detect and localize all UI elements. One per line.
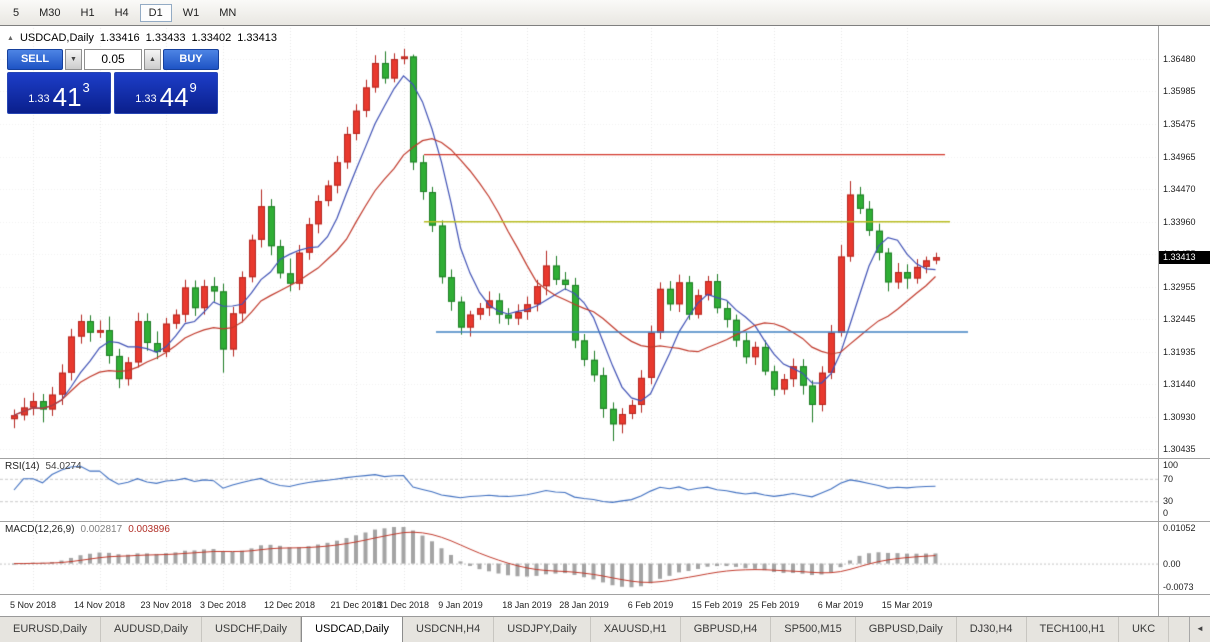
- chart-tab-usdjpy[interactable]: USDJPY,Daily: [494, 617, 591, 642]
- ohlc-open: 1.33416: [99, 32, 140, 44]
- rsi-panel-separator[interactable]: [0, 458, 1210, 459]
- date-axis-label: 25 Feb 2019: [748, 600, 800, 610]
- chart-tab-audusd[interactable]: AUDUSD,Daily: [101, 617, 202, 642]
- chart-tab-usdcnh[interactable]: USDCNH,H4: [403, 617, 495, 642]
- ask-price-big: 44: [159, 81, 189, 112]
- price-scale-label: 1.33960: [1163, 216, 1196, 227]
- ohlc-high: 1.33433: [145, 32, 186, 44]
- timeframe-toolbar: 5 M30 H1 H4 D1 W1 MN: [0, 0, 1210, 26]
- current-price-badge: 1.33413: [1159, 251, 1210, 264]
- chart-tabs-bar: ◄ EURUSD,Daily AUDUSD,Daily USDCHF,Daily US…: [0, 616, 1210, 642]
- date-axis-label: 23 Nov 2018: [140, 600, 192, 610]
- chart-window: ▲ USDCAD,Daily 1.33416 1.33433 1.33402 1…: [0, 26, 1210, 616]
- one-click-trading-panel: SELL ▼ 0.05 ▲ BUY 1.33 41 3 1.33 44 9: [7, 49, 221, 114]
- rsi-scale-label: 0: [1163, 508, 1169, 518]
- macd-scale-label: 0.00: [1163, 558, 1181, 569]
- date-axis-separator: [0, 594, 1210, 595]
- bid-price-pip: 3: [82, 80, 90, 95]
- date-axis-label: 15 Feb 2019: [691, 600, 743, 610]
- volume-up-button[interactable]: ▲: [144, 49, 161, 70]
- date-axis-label: 9 Jan 2019: [438, 600, 483, 610]
- chart-header: ▲ USDCAD,Daily 1.33416 1.33433 1.33402 1…: [7, 32, 277, 44]
- timeframe-button-mn[interactable]: MN: [219, 6, 237, 19]
- date-axis-label: 5 Nov 2018: [9, 600, 57, 610]
- macd-value-main: 0.002817: [80, 524, 123, 535]
- price-scale[interactable]: 1.33413 1.36480 1.35985 1.35475 1.34965 1.34…: [1158, 26, 1210, 616]
- rsi-header: RSI(14) 54.0274: [5, 461, 82, 472]
- macd-scale-label: -0.0073: [1163, 582, 1194, 592]
- macd-scale-label: 0.01052: [1163, 523, 1196, 533]
- bid-quote-panel[interactable]: 1.33 41 3: [7, 72, 111, 114]
- date-axis-label: 21 Dec 2018: [330, 600, 382, 610]
- date-axis-label: 28 Jan 2019: [559, 600, 609, 610]
- chart-symbol-title: USDCAD,Daily: [19, 32, 94, 44]
- sell-button[interactable]: SELL: [7, 49, 63, 70]
- chart-tab-eurusd[interactable]: EURUSD,Daily: [0, 617, 101, 642]
- chart-canvas[interactable]: [0, 26, 1158, 594]
- rsi-value: 54.0274: [45, 461, 82, 472]
- ask-quote-panel[interactable]: 1.33 44 9: [114, 72, 218, 114]
- price-scale-label: 1.35985: [1163, 86, 1196, 97]
- price-scale-label: 1.30435: [1163, 444, 1196, 455]
- date-axis-label: 15 Mar 2019: [881, 600, 933, 610]
- macd-label: MACD(12,26,9): [5, 524, 75, 535]
- rsi-scale-label: 70: [1163, 473, 1174, 484]
- trade-controls-row: SELL ▼ 0.05 ▲ BUY: [7, 49, 221, 70]
- timeframe-button-m30[interactable]: M30: [39, 6, 61, 19]
- chart-tab-gbpusd[interactable]: GBPUSD,Daily: [856, 617, 957, 642]
- timeframe-button-w1[interactable]: W1: [182, 6, 200, 19]
- chart-tab-dj30[interactable]: DJ30,H4: [957, 617, 1027, 642]
- chart-tab-xauusd[interactable]: XAUUSD,H1: [591, 617, 681, 642]
- chart-tab-tech100[interactable]: TECH100,H1: [1027, 617, 1119, 642]
- price-scale-label: 1.32955: [1163, 281, 1196, 292]
- chart-tab-usdchf[interactable]: USDCHF,Daily: [202, 617, 302, 642]
- rsi-scale-label: 30: [1163, 496, 1174, 507]
- timeframe-button-h1[interactable]: H1: [80, 6, 95, 19]
- price-scale-label: 1.32445: [1163, 314, 1196, 325]
- rsi-label: RSI(14): [5, 461, 40, 472]
- date-axis-label: 12 Dec 2018: [263, 600, 316, 610]
- timeframe-button-h4[interactable]: H4: [114, 6, 129, 19]
- price-scale-label: 1.30930: [1163, 412, 1196, 423]
- bid-price-big: 41: [52, 81, 82, 112]
- price-scale-label: 1.36480: [1163, 54, 1196, 65]
- quote-row: 1.33 41 3 1.33 44 9: [7, 72, 221, 114]
- tabs-scroll-left-button[interactable]: ◄: [1189, 617, 1210, 642]
- date-axis-label: 14 Nov 2018: [73, 600, 126, 610]
- chart-tab-gbpusd[interactable]: GBPUSD,H4: [681, 617, 772, 642]
- rsi-scale-label: 100: [1163, 460, 1179, 470]
- ask-price-prefix: 1.33: [135, 93, 157, 105]
- date-axis-label: 6 Feb 2019: [627, 600, 674, 610]
- price-scale-label: 1.31440: [1163, 379, 1196, 390]
- date-axis-label: 18 Jan 2019: [502, 600, 552, 610]
- ohlc-close: 1.33413: [237, 32, 277, 44]
- date-axis-label: 6 Mar 2019: [817, 600, 864, 610]
- collapse-arrow-icon[interactable]: ▲: [7, 35, 14, 42]
- date-axis[interactable]: 5 Nov 2018 14 Nov 2018 23 Nov 2018 3 Dec 20…: [0, 595, 1158, 616]
- chart-tab-sp500[interactable]: SP500,M15: [771, 617, 856, 642]
- timeframe-button-d1[interactable]: D1: [139, 3, 172, 22]
- timeframe-button-5[interactable]: 5: [13, 6, 20, 19]
- ohlc-low: 1.33402: [191, 32, 232, 44]
- chart-tab-usdcad[interactable]: USDCAD,Daily: [301, 617, 404, 642]
- date-axis-label: 31 Dec 2018: [377, 600, 430, 610]
- macd-panel-separator[interactable]: [0, 521, 1210, 522]
- volume-down-button[interactable]: ▼: [65, 49, 82, 70]
- volume-input[interactable]: 0.05: [84, 49, 142, 70]
- ask-price-pip: 9: [189, 80, 197, 95]
- macd-header: MACD(12,26,9) 0.002817 0.003896: [5, 524, 170, 535]
- price-scale-label: 1.34470: [1163, 183, 1196, 194]
- macd-value-signal: 0.003896: [128, 524, 170, 535]
- price-scale-label: 1.35475: [1163, 118, 1196, 129]
- chart-tab-ukc[interactable]: UKC: [1119, 617, 1170, 642]
- price-scale-label: 1.34965: [1163, 151, 1196, 162]
- buy-button[interactable]: BUY: [163, 49, 219, 70]
- date-axis-label: 3 Dec 2018: [199, 600, 247, 610]
- bid-price-prefix: 1.33: [28, 93, 50, 105]
- price-scale-label: 1.31935: [1163, 347, 1196, 358]
